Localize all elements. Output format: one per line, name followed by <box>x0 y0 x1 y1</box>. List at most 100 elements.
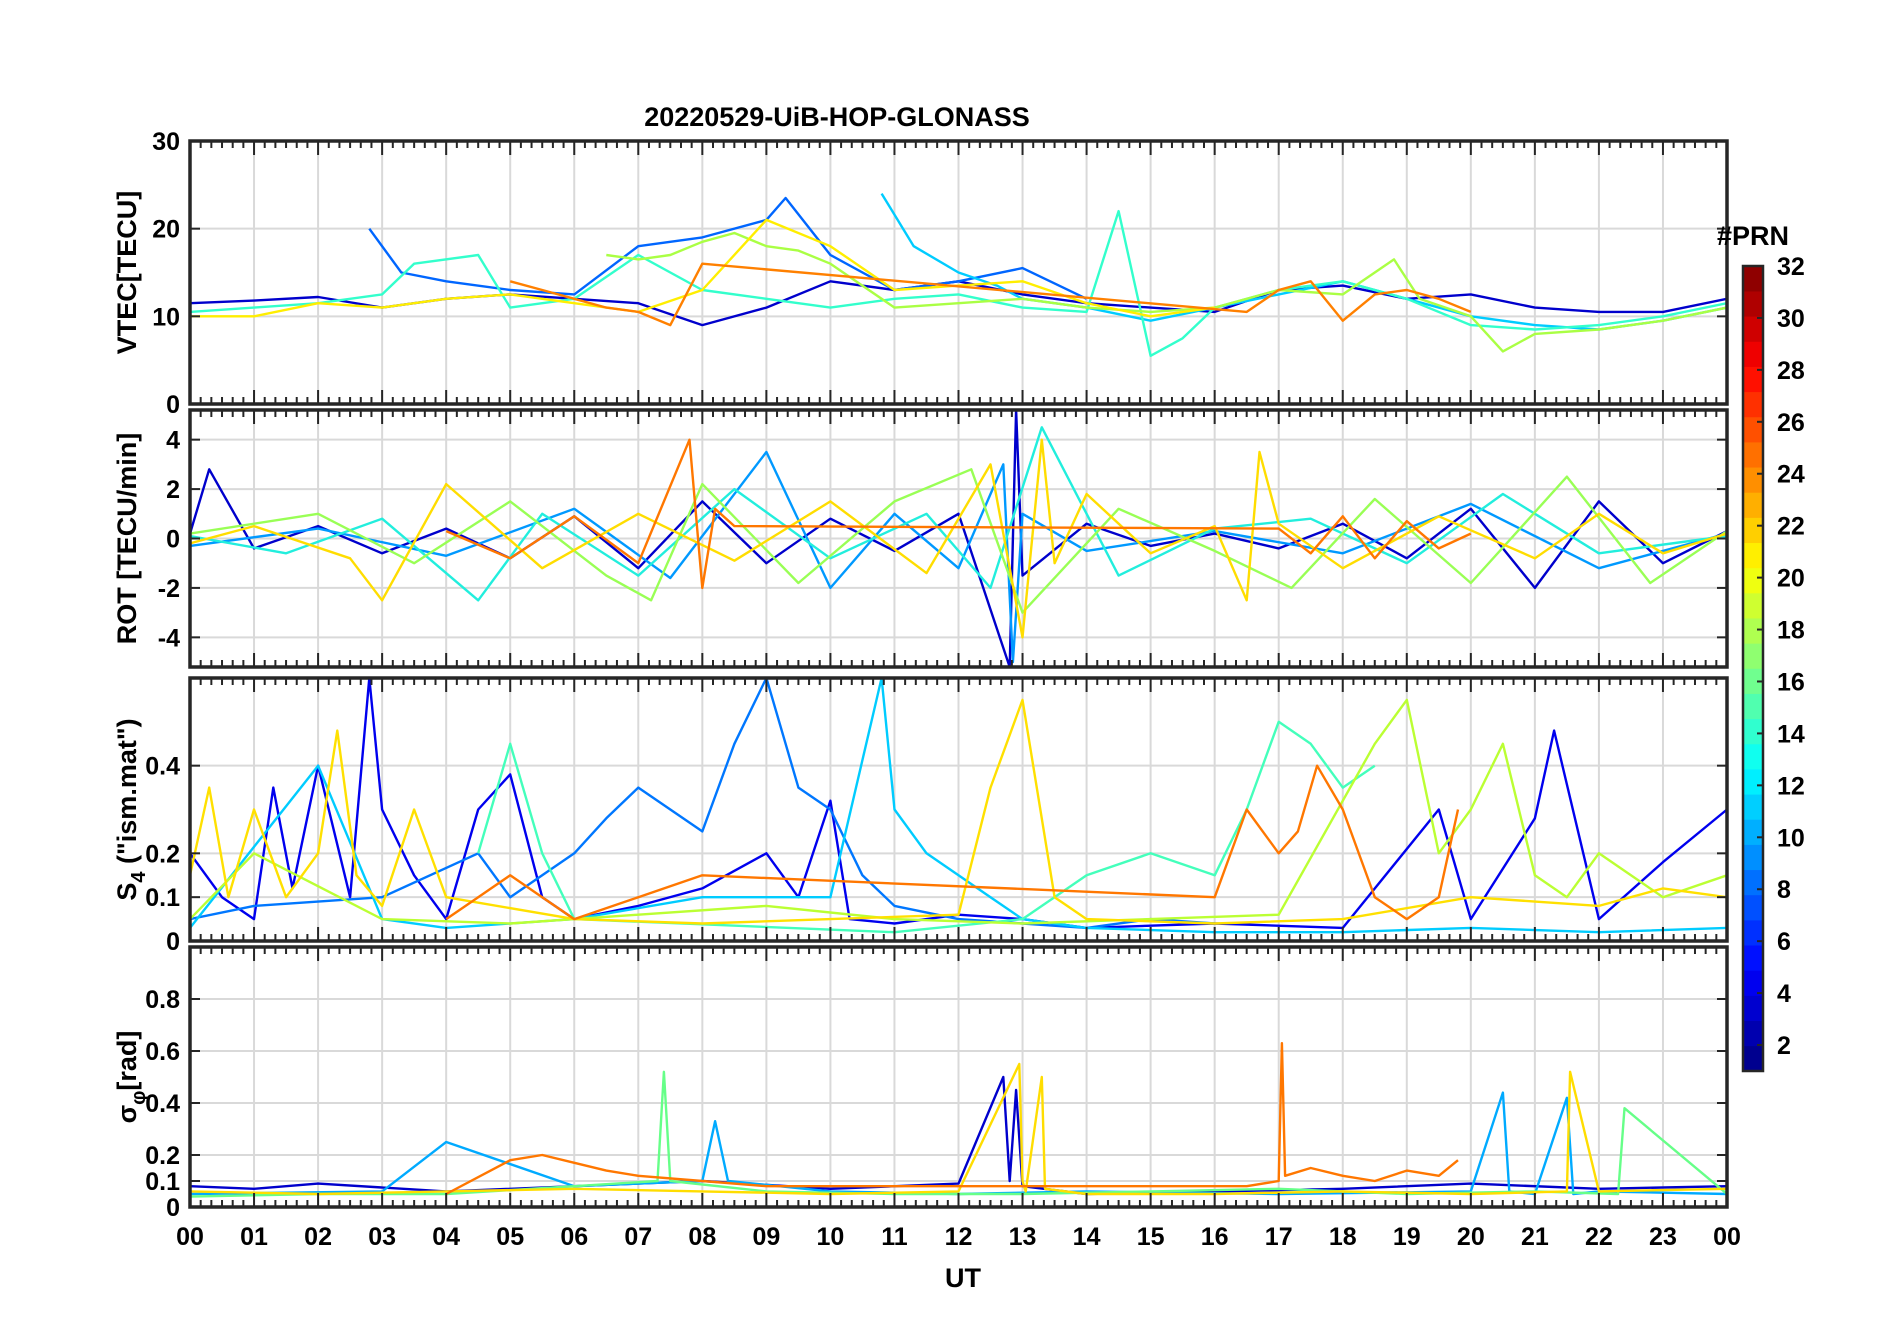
y-tick-label: 4 <box>166 427 180 455</box>
colorbar-segment <box>1743 718 1763 745</box>
colorbar-segment <box>1743 743 1763 770</box>
y-tick-label: 0 <box>166 526 180 554</box>
colorbar-segment <box>1743 995 1763 1021</box>
series-line-prn-2 <box>190 1075 1727 1196</box>
colorbar-segment <box>1743 290 1763 317</box>
x-tick-labels: 00 01 02 03 04 05 06 07 08 09 10 11 12 13 14 15 16 17 18 19… <box>176 1223 1741 1251</box>
x-tick-label: 17 <box>1265 1223 1293 1251</box>
colorbar-tick-label: 30 <box>1777 305 1805 333</box>
series-group-vtec <box>190 192 1727 357</box>
colorbar-segment <box>1743 944 1763 971</box>
colorbar-segment <box>1743 265 1763 292</box>
y-tick-label: -2 <box>158 575 180 603</box>
colorbar-segment <box>1743 441 1763 468</box>
x-tick-label: 03 <box>368 1223 396 1251</box>
y-tick-label: 0 <box>166 391 180 419</box>
colorbar-tick-label: 32 <box>1777 253 1805 281</box>
colorbar-tick-label: 26 <box>1777 409 1805 437</box>
x-tick-label: 00 <box>176 1223 204 1251</box>
series-line-prn-23 <box>445 1041 1459 1196</box>
colorbar-segment <box>1743 768 1763 795</box>
panel-sigphi: 00.10.2 0.4 0.6 0.8 σφ[rad] <box>112 945 1729 1222</box>
x-tick-label: 06 <box>560 1223 588 1251</box>
y-axis-label-vtec: VTEC[TECU] <box>112 191 142 355</box>
series-line-prn-23 <box>445 438 1472 590</box>
series-line-prn-18 <box>190 698 1727 925</box>
series-line-prn-20 <box>190 698 1727 925</box>
colorbar-tick-label: 16 <box>1777 668 1805 696</box>
colorbar-tick-label: 18 <box>1777 617 1805 645</box>
x-tick-label: 09 <box>752 1223 780 1251</box>
colorbar-segment <box>1743 1045 1763 1072</box>
colorbar-tick-label: 24 <box>1777 461 1805 489</box>
series-group-sigphi <box>190 1041 1727 1198</box>
y-tick-label: 0.4 <box>145 1090 180 1118</box>
colorbar-segment <box>1743 592 1763 619</box>
series-group-rot <box>190 410 1727 667</box>
y-label-main: VTEC[TECU] <box>112 191 142 355</box>
series-line-prn-20 <box>190 438 1727 639</box>
series-line-prn-7 <box>368 196 1088 300</box>
colorbar-tick-label: 4 <box>1777 980 1791 1008</box>
x-tick-label: 21 <box>1521 1223 1549 1251</box>
colorbar-tick-label: 14 <box>1777 720 1805 748</box>
colorbar-segment <box>1743 542 1763 569</box>
colorbar-segment <box>1743 970 1763 996</box>
colorbar-segment <box>1743 819 1763 845</box>
colorbar-segment <box>1743 793 1763 820</box>
x-tick-label: 20 <box>1457 1223 1485 1251</box>
x-tick-label: 22 <box>1585 1223 1613 1251</box>
colorbar-tick-label: 2 <box>1777 1032 1791 1060</box>
colorbar-segment <box>1743 919 1763 946</box>
panel-rot: -4 -2 0 2 4 ROT [TECU/min] <box>112 408 1729 669</box>
x-tick-label: 02 <box>304 1223 332 1251</box>
colorbar-segment <box>1743 668 1763 694</box>
y-tick-label: -4 <box>158 624 180 652</box>
x-tick-label: 08 <box>688 1223 716 1251</box>
x-tick-label: 16 <box>1201 1223 1229 1251</box>
colorbar-segment <box>1743 466 1763 493</box>
colorbar-segment <box>1743 894 1763 921</box>
colorbar-tick-label: 28 <box>1777 357 1805 385</box>
y-label-main: σ <box>112 1105 142 1123</box>
x-tick-label: 01 <box>240 1223 268 1251</box>
colorbar-segment <box>1743 366 1763 393</box>
colorbar-segment <box>1743 617 1763 644</box>
panel-s4: 00.10.20.4S4 ("ism.mat") <box>112 676 1729 956</box>
colorbar-tick-label: 12 <box>1777 772 1805 800</box>
x-tick-label: 23 <box>1649 1223 1677 1251</box>
y-axis-label-sigphi: σφ[rad] <box>112 1031 150 1124</box>
series-line-prn-14 <box>190 426 1727 602</box>
x-tick-label: 05 <box>496 1223 524 1251</box>
colorbar-tick-label: 6 <box>1777 928 1791 956</box>
colorbar-segment <box>1743 844 1763 871</box>
colorbar-segment <box>1743 567 1763 594</box>
x-tick-label: 04 <box>432 1223 460 1251</box>
x-tick-label: 07 <box>624 1223 652 1251</box>
colorbar-segment <box>1743 492 1763 518</box>
series-line-prn-17 <box>190 468 1727 614</box>
colorbar-segment <box>1743 416 1763 443</box>
y-tick-label: 0.1 <box>145 1168 180 1196</box>
x-tick-label: 14 <box>1073 1223 1101 1251</box>
series-line-prn-3 <box>190 678 1727 930</box>
colorbar-segment <box>1743 341 1763 367</box>
y-tick-label: 0.6 <box>145 1038 180 1066</box>
series-line-prn-15 <box>477 720 1376 934</box>
y-label-main: ROT [TECU/min] <box>112 433 142 644</box>
series-line-prn-18 <box>606 231 1727 353</box>
y-tick-label: 0 <box>166 1194 180 1222</box>
y-tick-label: 20 <box>152 216 180 244</box>
colorbar-tick-label: 10 <box>1777 824 1805 852</box>
y-tick-label: 2 <box>166 476 180 504</box>
x-tick-label: 15 <box>1137 1223 1165 1251</box>
colorbar-tick-label: 20 <box>1777 565 1805 593</box>
colorbar-segment <box>1743 693 1763 720</box>
chart-title: 20220529-UiB-HOP-GLONASS <box>644 102 1030 132</box>
y-label-suffix: [rad] <box>112 1031 142 1091</box>
colorbar-segment <box>1743 517 1763 544</box>
y-tick-label: 0.4 <box>145 753 180 781</box>
colorbar-segment <box>1743 643 1763 669</box>
